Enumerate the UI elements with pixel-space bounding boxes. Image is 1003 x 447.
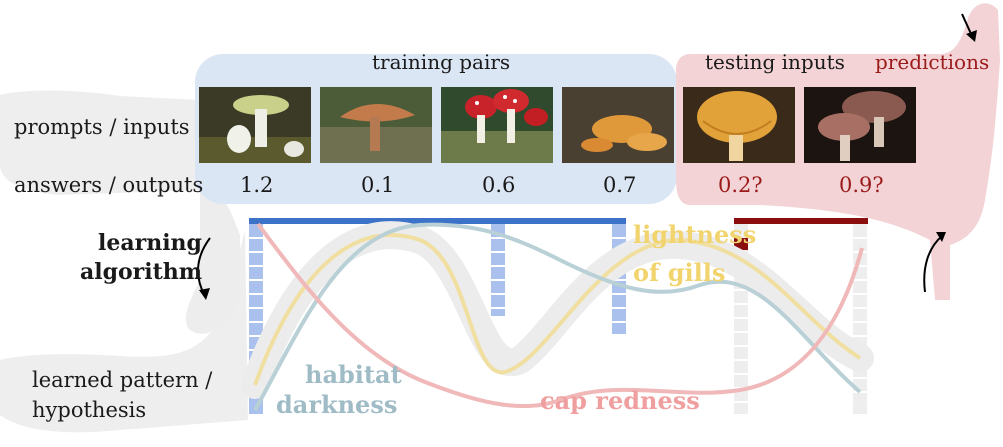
- prediction-value: 0.9?: [839, 173, 884, 197]
- prediction-arrow: [923, 235, 943, 293]
- answer-value: 0.1: [361, 173, 395, 197]
- brown-cluster-mushroom-image: [804, 87, 916, 163]
- brown-cap-mushroom-image: [320, 87, 432, 163]
- answer-value: 0.7: [603, 173, 637, 197]
- prediction-arrowhead: [936, 232, 946, 242]
- redness-feature-label: cap redness: [540, 386, 700, 415]
- predictions-title: predictions: [875, 50, 990, 74]
- habitat-feature-label-2: darkness: [276, 390, 398, 419]
- hypothesis-label: hypothesis: [32, 398, 147, 422]
- prompts-inputs-label: prompts / inputs: [14, 115, 190, 139]
- red-fly-agaric-image: [441, 87, 553, 163]
- answer-value: 1.2: [240, 173, 274, 197]
- algorithm-band: [185, 95, 240, 334]
- training-region: [195, 54, 677, 204]
- gills-feature-label-2: of gills: [633, 258, 726, 287]
- training-pairs-title: training pairs: [372, 50, 511, 74]
- redness-curve: [256, 222, 864, 409]
- grey-flow-band: [0, 90, 248, 433]
- learning-arrowhead: [199, 288, 210, 300]
- answers-outputs-label: answers / outputs: [14, 173, 204, 197]
- top-arrowhead: [966, 30, 977, 42]
- prediction-value: 0.2?: [718, 173, 763, 197]
- gills-feature-label-1: lightness: [633, 220, 757, 249]
- learning-label: learning: [98, 230, 202, 256]
- orange-bracket-mushroom-image: [562, 87, 674, 163]
- algorithm-label: algorithm: [80, 259, 203, 285]
- white-mushroom-image: [199, 87, 311, 163]
- habitat-curve: [253, 222, 862, 411]
- testing-inputs-title: testing inputs: [705, 50, 845, 74]
- answer-value: 0.6: [482, 173, 516, 197]
- top-arrow: [961, 13, 973, 37]
- training-top-bar: [249, 218, 626, 224]
- gills-curve: [253, 233, 862, 386]
- yellow-gills-mushroom-image: [683, 87, 795, 163]
- learned-pattern-label: learned pattern /: [32, 368, 213, 392]
- habitat-feature-label-1: habitat: [305, 360, 402, 389]
- testing-top-bar: [734, 218, 868, 224]
